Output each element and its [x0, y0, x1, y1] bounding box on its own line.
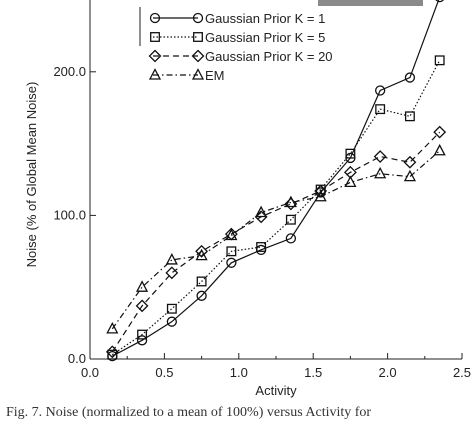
y-tick-label: 100.0 — [53, 207, 86, 222]
data-point — [137, 329, 148, 340]
legend-marker — [148, 68, 162, 80]
data-point — [195, 244, 209, 258]
data-point — [195, 248, 208, 261]
data-point — [344, 175, 357, 188]
legend-label: Gaussian Prior K = 1 — [205, 11, 325, 26]
series-line — [111, 150, 441, 330]
legend-item-4: EM — [148, 68, 225, 83]
legend-marker — [191, 68, 205, 80]
data-point — [433, 125, 447, 139]
legend-gray-bar — [318, 0, 423, 6]
data-point — [314, 189, 327, 202]
x-tick-label: 2.5 — [453, 365, 471, 380]
series-2 — [107, 55, 445, 360]
legend-marker — [192, 12, 204, 24]
x-tick-label: 0.0 — [81, 365, 99, 380]
data-point — [285, 233, 297, 244]
legend: Gaussian Prior K = 1 Gaussian Prior K = 5… — [139, 0, 423, 83]
series-layer — [105, 0, 447, 362]
data-point — [196, 290, 207, 301]
legend-marker — [150, 32, 160, 42]
data-point — [166, 316, 177, 327]
data-point — [255, 205, 268, 218]
data-point — [107, 349, 118, 360]
series-3 — [105, 125, 447, 359]
data-point — [106, 321, 119, 334]
series-line — [112, 0, 440, 357]
data-point — [375, 85, 386, 96]
series-line — [111, 60, 441, 356]
data-point — [226, 257, 237, 268]
x-axis-title: Activity — [255, 383, 297, 398]
legend-marker — [191, 49, 205, 63]
data-point — [225, 228, 238, 241]
figure-caption: Fig. 7. Noise (normalized to a mean of 1… — [6, 405, 372, 420]
data-point — [433, 143, 446, 156]
data-point — [226, 246, 237, 257]
data-point — [434, 55, 445, 66]
legend-marker — [193, 32, 203, 42]
legend-marker — [149, 12, 161, 24]
series-4 — [106, 143, 446, 334]
data-point — [166, 303, 177, 314]
data-point — [136, 335, 148, 346]
data-point — [285, 214, 296, 225]
data-point — [345, 148, 356, 159]
legend-marker — [148, 49, 162, 63]
data-point — [375, 104, 386, 115]
data-point — [196, 276, 207, 287]
y-tick-label: 0.0 — [68, 351, 86, 366]
data-point — [105, 345, 119, 359]
data-point — [404, 72, 416, 83]
legend-item-1: Gaussian Prior K = 1 — [149, 11, 325, 26]
legend-label: Gaussian Prior K = 5 — [205, 30, 325, 45]
series-line — [111, 131, 441, 353]
data-point — [284, 195, 297, 208]
x-tick-label: 2.0 — [379, 365, 397, 380]
data-point — [435, 0, 444, 3]
data-point — [404, 111, 415, 122]
data-point — [403, 169, 416, 182]
data-point — [256, 242, 267, 252]
axes: 0.0 0.5 1.0 1.5 2.0 2.5 0.0 100.0 200.0 Activity N… — [24, 0, 471, 398]
data-point — [403, 155, 417, 169]
legend-item-3: Gaussian Prior K = 20 — [148, 49, 333, 64]
legend-label: Gaussian Prior K = 20 — [205, 49, 333, 64]
y-axis-title: Noise (% of Global Mean Noise) — [24, 82, 39, 268]
legend-item-2: Gaussian Prior K = 5 — [150, 30, 325, 45]
x-tick-label: 0.5 — [155, 365, 173, 380]
data-point — [135, 299, 149, 313]
y-tick-label: 200.0 — [53, 64, 86, 79]
legend-label: EM — [205, 68, 225, 83]
data-point — [373, 150, 387, 163]
x-tick-label: 1.0 — [230, 365, 248, 380]
data-point — [136, 280, 149, 292]
x-tick-label: 1.5 — [304, 365, 322, 380]
data-point — [165, 266, 179, 280]
data-point — [374, 166, 387, 179]
data-point — [165, 253, 178, 265]
